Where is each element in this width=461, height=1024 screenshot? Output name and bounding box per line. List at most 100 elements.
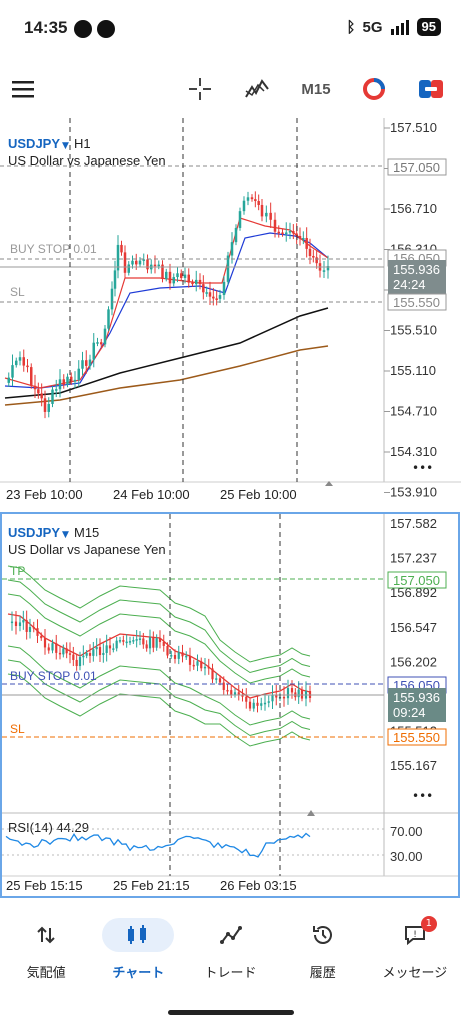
m15-description: US Dollar vs Japanese Yen: [8, 542, 166, 557]
h1-price-label: 153.910: [390, 485, 437, 500]
m15-candle: [188, 655, 192, 665]
h1-price-label: 155.510: [390, 323, 437, 338]
m15-candle: [47, 647, 50, 651]
h1-candle: [116, 244, 120, 271]
nav-chart-label: チャート: [112, 966, 165, 981]
nav-messages[interactable]: ! 1 メッセージ: [369, 906, 461, 990]
h1-candle: [103, 328, 107, 345]
m15-candle: [88, 653, 92, 656]
m15-candle: [78, 657, 82, 667]
h1-candle: [40, 393, 43, 399]
h1-candle: [172, 277, 175, 284]
signal-icon: [390, 20, 409, 35]
indicators-button[interactable]: [242, 74, 272, 104]
h1-time-label-1: 23 Feb 10:00: [6, 487, 83, 502]
m15-symbol[interactable]: USDJPY: [8, 525, 60, 540]
m15-candle: [32, 627, 35, 629]
h1-price-label: 156.710: [390, 201, 437, 216]
m15-candle: [118, 640, 122, 642]
symbol-dropdown-icon[interactable]: ▼: [62, 530, 69, 540]
timeframe-button[interactable]: M15: [298, 74, 334, 104]
nav-trade[interactable]: トレード: [184, 906, 276, 990]
h1-sl-label: SL: [10, 285, 25, 299]
m15-time-label-1: 25 Feb 15:15: [6, 878, 83, 893]
m15-candle: [108, 645, 112, 649]
m15-candle: [125, 641, 128, 644]
nav-history-label: 履歴: [309, 966, 336, 981]
m15-candle: [290, 688, 294, 693]
m15-candle: [297, 689, 300, 698]
h1-candle: [146, 259, 149, 270]
m15-more-icon[interactable]: •••: [412, 789, 433, 803]
nav-quotes[interactable]: 気配値: [0, 906, 92, 990]
h1-candle: [73, 379, 77, 382]
h1-candle: [168, 271, 172, 284]
h1-candle: [226, 255, 230, 282]
m15-candle: [148, 637, 152, 649]
h1-candle: [212, 296, 215, 299]
m15-candle: [132, 640, 135, 642]
h1-candle: [176, 273, 179, 278]
m15-timer-tag: 09:24: [393, 705, 426, 720]
h1-candle: [66, 376, 69, 385]
h1-candle: [15, 360, 18, 366]
m15-candle: [185, 655, 188, 658]
rsi-level-70: 70.00: [390, 824, 423, 839]
h1-bid-tag: 155.936: [393, 262, 440, 277]
h1-candle: [92, 342, 95, 360]
menu-button[interactable]: [8, 74, 38, 104]
h1-candle: [37, 389, 40, 394]
hamburger-icon: [12, 81, 34, 98]
svg-text:!: !: [413, 930, 417, 940]
m15-sl-tag: 155.550: [393, 730, 440, 745]
h1-candle: [135, 260, 138, 265]
h1-candle: [120, 244, 123, 253]
h1-time-label-2: 24 Feb 10:00: [113, 487, 190, 502]
crosshair-button[interactable]: [186, 74, 214, 104]
h1-candle: [254, 199, 257, 202]
new-order-button[interactable]: [416, 74, 446, 104]
nav-trade-label: トレード: [204, 966, 257, 981]
h1-candle: [33, 385, 37, 390]
h1-candle: [70, 376, 73, 382]
m15-candle: [18, 622, 22, 626]
h1-sl-tag: 155.550: [393, 295, 440, 310]
m15-candle: [226, 689, 229, 692]
nav-history[interactable]: 履歴: [277, 906, 369, 990]
m15-band: [7, 645, 311, 726]
h1-description: US Dollar vs Japanese Yen: [8, 153, 166, 168]
h1-candle: [123, 252, 127, 273]
symbol-dropdown-icon[interactable]: ▼: [62, 141, 69, 151]
m15-candle: [207, 666, 210, 669]
m15-chart[interactable]: USDJPY ▼ M15 US Dollar vs Japanese Yen T…: [0, 512, 461, 898]
m15-tp-tag: 157.050: [393, 573, 440, 588]
nav-chart[interactable]: チャート: [92, 906, 184, 990]
h1-more-icon[interactable]: •••: [412, 461, 433, 475]
h1-candle: [265, 212, 268, 217]
h1-candle: [77, 368, 80, 380]
m15-price-label: 157.582: [390, 516, 437, 531]
bluetooth-icon: ᛒ: [346, 18, 356, 36]
timer-button[interactable]: [360, 74, 388, 104]
h1-candle: [51, 389, 54, 404]
home-indicator: [168, 1010, 294, 1015]
h1-candle: [138, 260, 142, 265]
m15-candle: [181, 652, 184, 657]
h1-candle: [292, 231, 295, 234]
h1-symbol[interactable]: USDJPY: [8, 136, 60, 151]
h1-candle: [96, 342, 99, 344]
m15-candle: [155, 638, 158, 648]
m15-candle: [10, 621, 14, 624]
h1-chart[interactable]: USDJPY ▼ H1 US Dollar vs Japanese Yen BU…: [0, 118, 461, 508]
m15-candle: [177, 652, 180, 659]
h1-candle: [288, 231, 292, 233]
h1-time-label-3: 25 Feb 10:00: [220, 487, 297, 502]
m15-candle: [36, 628, 39, 636]
m15-candle: [300, 689, 304, 699]
h1-candle: [250, 197, 254, 200]
m15-band: [7, 659, 311, 737]
m15-candle: [248, 701, 252, 709]
h1-candle: [88, 359, 92, 366]
m15-candle: [14, 621, 18, 626]
m15-candle: [245, 696, 248, 702]
